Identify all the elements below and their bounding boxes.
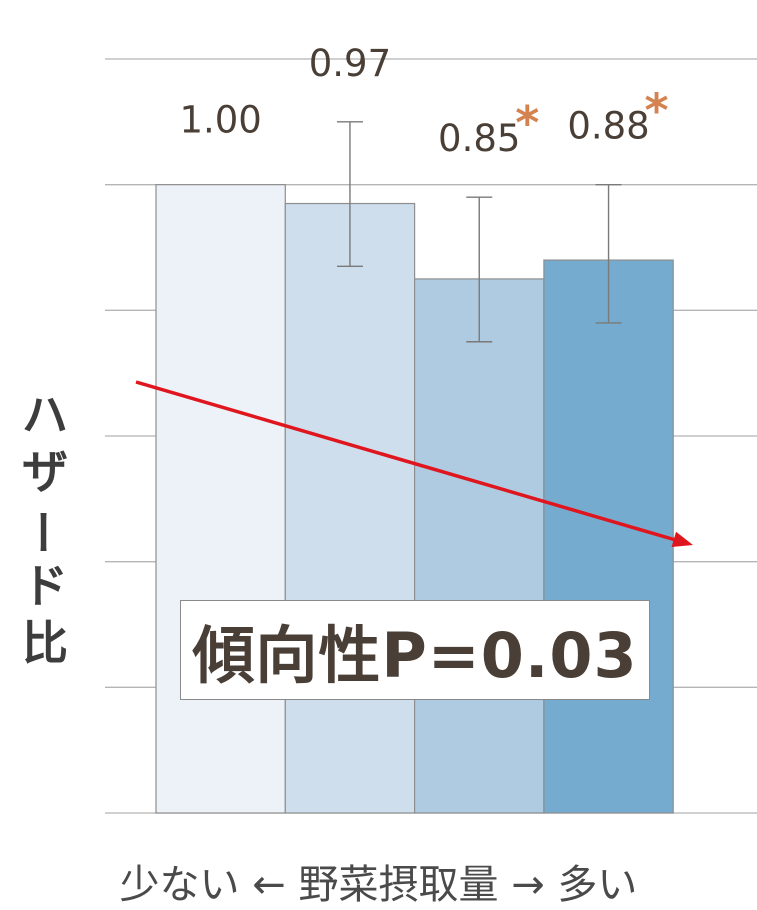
- significance-star-3: *: [515, 96, 539, 150]
- bar-4: [543, 259, 674, 814]
- x-axis-label: 少ない ← 野菜摂取量 → 多い: [119, 862, 638, 908]
- data-label-1: 1.00: [179, 99, 261, 142]
- y-axis-label-char: ド: [22, 559, 68, 613]
- trend-arrow-head: [671, 531, 693, 548]
- y-axis-label-char: 比: [22, 616, 68, 670]
- data-label-3: 0.85: [438, 117, 520, 160]
- y-axis-label-char: ザ: [22, 445, 68, 499]
- bar-2: [284, 202, 416, 814]
- data-label-4: 0.88: [567, 105, 649, 148]
- y-axis-label-char: ー: [15, 509, 69, 555]
- significance-star-4: *: [645, 84, 669, 138]
- data-label-2: 0.97: [309, 42, 391, 85]
- trend-p-value-box: 傾向性P=0.03: [180, 600, 650, 700]
- bar-3: [414, 278, 545, 814]
- y-axis-label-char: ハ: [22, 388, 68, 442]
- bar-1: [155, 184, 286, 814]
- trend-arrow-line: [135, 380, 680, 543]
